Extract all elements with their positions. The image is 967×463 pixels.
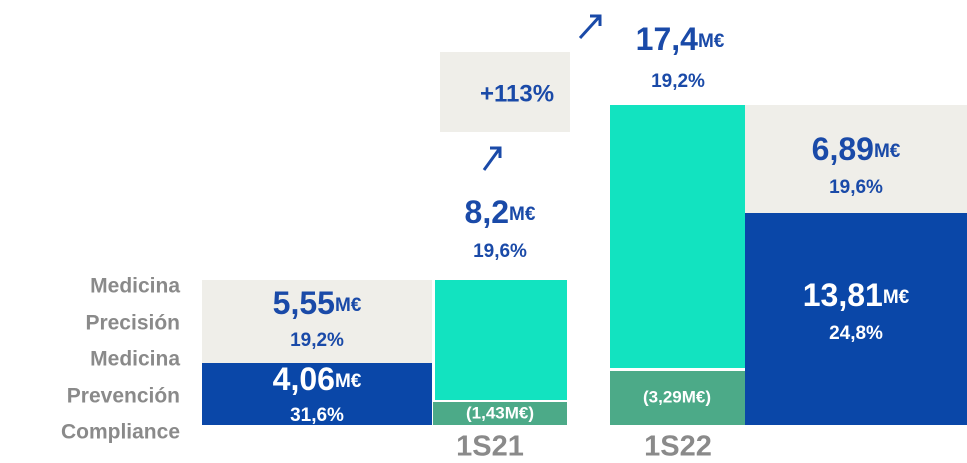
margin-label: 19,2% <box>651 71 705 92</box>
legend-label: Medicina <box>90 348 180 371</box>
unit: M€ <box>335 295 362 316</box>
amount-label: 6,89M€ <box>812 131 901 167</box>
margin-label: 19,6% <box>473 241 527 262</box>
legend-label: Prevención <box>67 385 180 408</box>
legend-label: Compliance <box>61 421 180 444</box>
amount-label: 8,2M€ <box>465 194 536 230</box>
amount-label: 4,06M€ <box>273 361 362 397</box>
margin-label: 19,6% <box>829 177 883 198</box>
amount: 4,06 <box>273 361 335 397</box>
amount: 13,81 <box>803 277 883 313</box>
amount-label: 13,81M€ <box>803 277 910 313</box>
arrow <box>482 146 502 171</box>
growth-label: +113% <box>480 80 554 107</box>
margin-label: 19,2% <box>290 330 344 351</box>
prevention-box <box>202 363 432 425</box>
arrow <box>578 14 602 40</box>
amount: 6,89 <box>812 131 874 167</box>
legend-label: Medicina <box>90 275 180 298</box>
compliance-box <box>610 371 745 425</box>
margin-label: 31,6% <box>290 405 344 426</box>
precision-box <box>202 280 432 363</box>
total-box <box>610 105 745 368</box>
unit: M€ <box>883 287 910 308</box>
amount-label: 17,4M€ <box>636 21 725 57</box>
compliance-label: (3,29M€) <box>643 387 711 406</box>
unit: M€ <box>335 371 362 392</box>
amount: 8,2 <box>465 194 509 230</box>
total-box <box>435 280 567 400</box>
prevention-box <box>745 213 967 425</box>
compliance-label: (1,43M€) <box>466 403 534 422</box>
amount: 17,4 <box>636 21 698 57</box>
amount-label: 5,55M€ <box>273 285 362 321</box>
growth-box <box>440 52 570 132</box>
unit: M€ <box>698 31 725 52</box>
unit: M€ <box>874 141 901 162</box>
period-label: 1S21 <box>456 431 524 463</box>
legend-label: Precisión <box>85 312 180 335</box>
period-label: 1S22 <box>644 431 712 463</box>
unit: M€ <box>509 204 536 225</box>
margin-label: 24,8% <box>829 323 883 344</box>
amount: 5,55 <box>273 285 335 321</box>
precision-box <box>745 105 967 213</box>
compliance-box <box>433 402 567 425</box>
